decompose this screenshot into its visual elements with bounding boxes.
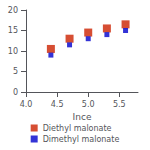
svg-text:10: 10 xyxy=(8,47,18,56)
svg-text:15: 15 xyxy=(8,26,18,35)
svg-text:5: 5 xyxy=(13,67,18,76)
svg-text:Ince: Ince xyxy=(73,112,92,122)
svg-text:5.0: 5.0 xyxy=(82,100,95,109)
svg-text:Diethyl malonate: Diethyl malonate xyxy=(43,124,112,133)
svg-text:20: 20 xyxy=(8,6,18,15)
svg-text:0: 0 xyxy=(13,88,18,97)
svg-text:5.5: 5.5 xyxy=(113,100,126,109)
svg-text:Dimethyl malonate: Dimethyl malonate xyxy=(43,135,120,144)
svg-text:4.5: 4.5 xyxy=(51,100,64,109)
svg-text:4.0: 4.0 xyxy=(20,100,33,109)
